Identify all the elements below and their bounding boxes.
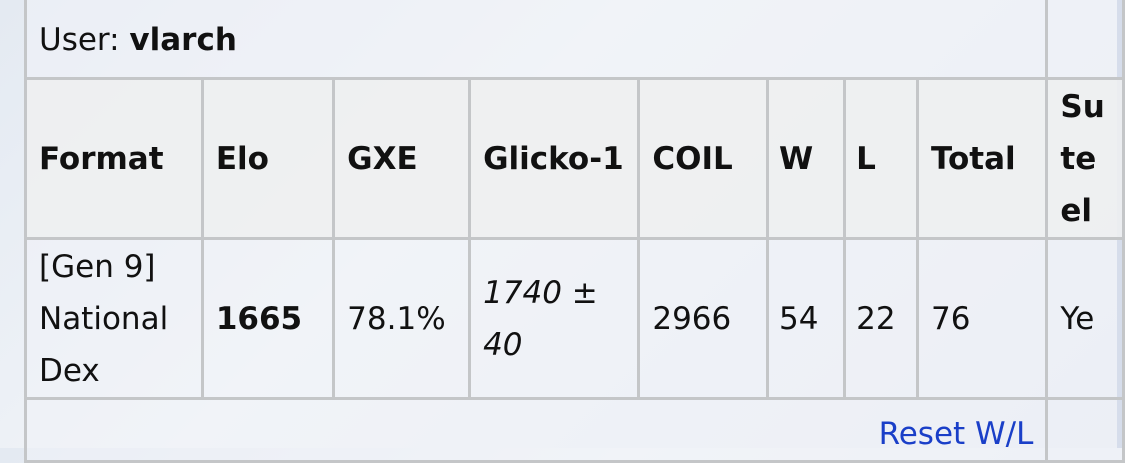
table-row: [Gen 9] National Dex 1665 78.1% 1740 ± 4… — [24, 237, 1125, 400]
header-format: Format — [24, 77, 204, 240]
cell-gxe: 78.1% — [332, 237, 472, 400]
username: vlarch — [129, 22, 237, 58]
ladder-table: User: vlarch Format Elo GXE Glicko-1 COI… — [23, 0, 1125, 463]
reset-wl-link[interactable]: Reset W/L — [878, 416, 1034, 452]
footer-row: Reset W/L — [23, 397, 1049, 463]
header-losses: L — [843, 77, 919, 240]
header-coil: COIL — [637, 77, 770, 240]
cell-format: [Gen 9] National Dex — [24, 237, 204, 400]
cell-wins: 54 — [766, 237, 847, 400]
footer-row-extra — [1045, 397, 1125, 463]
user-label: User: — [39, 22, 120, 58]
header-total: Total — [915, 77, 1049, 240]
header-elo: Elo — [200, 77, 336, 240]
cell-coil: 2966 — [637, 237, 770, 400]
header-suspect: Su te el — [1045, 77, 1125, 240]
header-row: Format Elo GXE Glicko-1 COIL W L Total S… — [24, 77, 1125, 240]
glicko-value: 1740 ± 40 — [483, 274, 598, 363]
elo-value: 1665 — [215, 300, 303, 337]
user-row: User: vlarch — [23, 0, 1049, 80]
cell-elo: 1665 — [200, 237, 336, 400]
cell-losses: 22 — [843, 237, 919, 400]
header-glicko: Glicko-1 — [468, 77, 641, 240]
user-row-extra — [1045, 0, 1125, 80]
cell-total: 76 — [915, 237, 1049, 400]
cell-suspect: Ye — [1045, 237, 1125, 400]
cell-glicko: 1740 ± 40 — [468, 237, 641, 400]
header-wins: W — [766, 77, 847, 240]
header-gxe: GXE — [332, 77, 472, 240]
